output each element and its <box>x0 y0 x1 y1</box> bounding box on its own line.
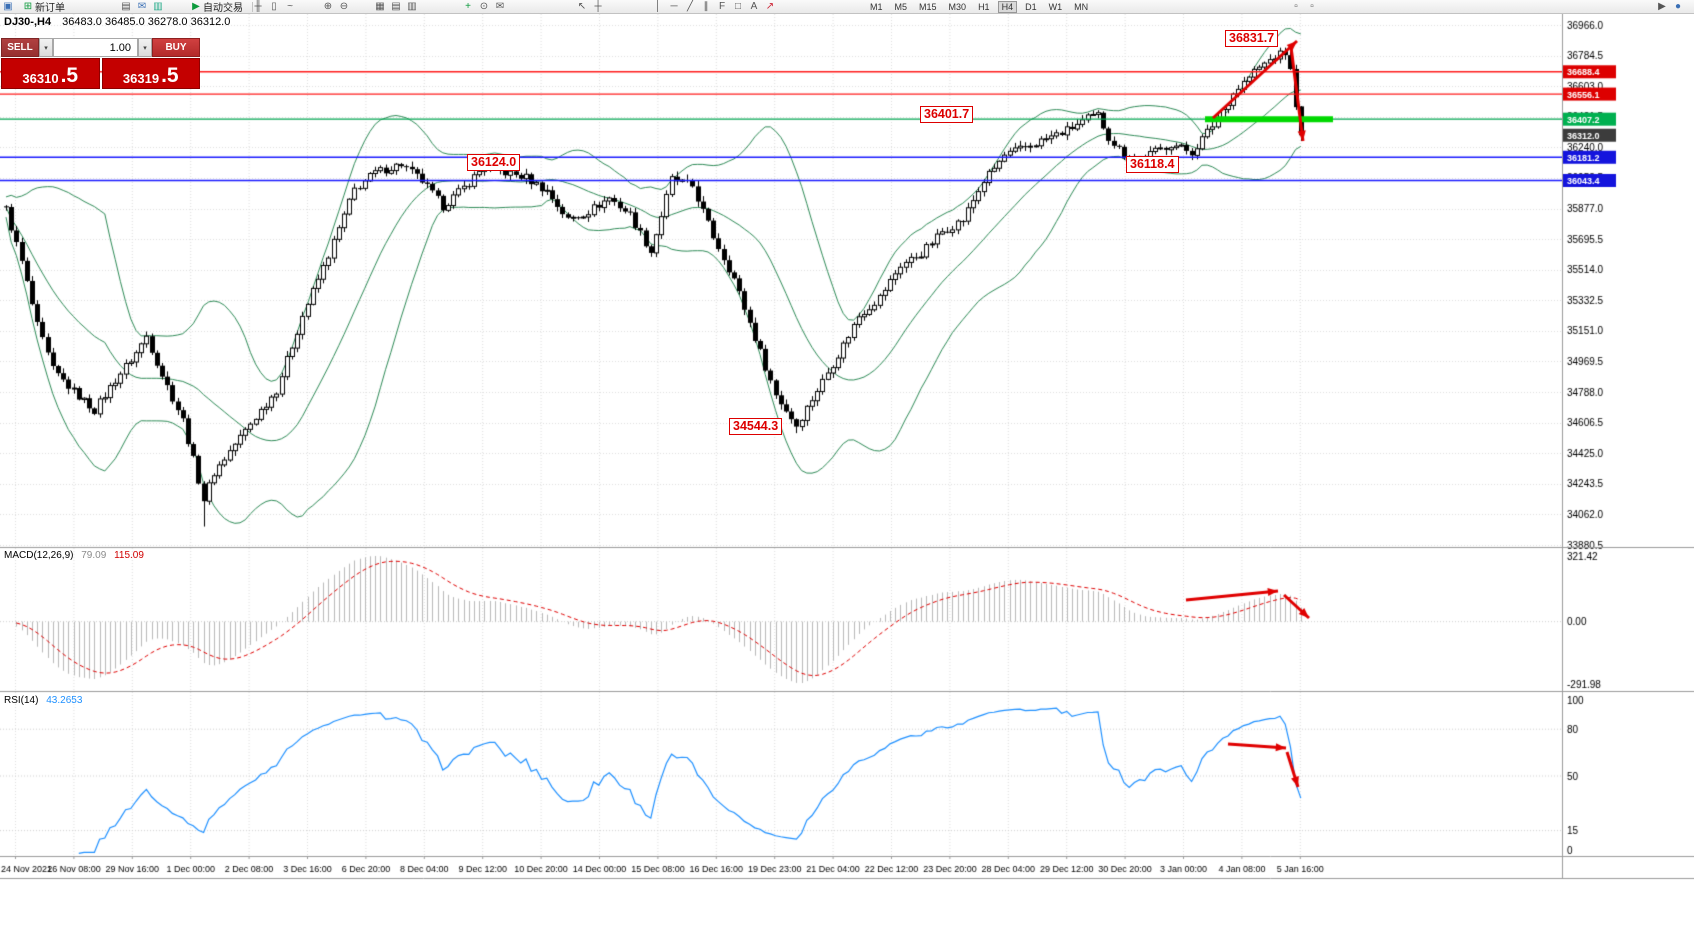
indicators-add-icon[interactable]: + <box>465 1 471 12</box>
arrows-tool-icon[interactable]: ↗ <box>765 1 775 12</box>
auto-scroll-icon[interactable]: ▦ <box>375 1 385 12</box>
bar-chart-icon[interactable]: ╫ <box>254 1 262 12</box>
macd-signal-value: 115.09 <box>114 550 144 561</box>
sell-price-main: 36310 <box>22 71 59 86</box>
scroll-end-icon[interactable]: ▶ <box>1658 1 1666 12</box>
docking-icon[interactable]: ▫ <box>1294 1 1298 12</box>
toolbar-group-insert: + ⊙ ✉ <box>462 0 506 13</box>
chart-window-icon[interactable]: ▣ <box>3 1 13 12</box>
mailbox-icon[interactable]: ✉ <box>137 1 147 12</box>
price-annotation[interactable]: 36118.4 <box>1126 156 1179 173</box>
new-order-button[interactable]: ⊞ 新订单 <box>18 0 70 14</box>
cascade-windows-icon[interactable]: ▥ <box>407 1 417 12</box>
docking-icon[interactable]: ▫ <box>1310 1 1314 12</box>
timeframe-button-d1[interactable]: D1 <box>1021 1 1041 13</box>
autotrade-button[interactable]: ▶ 自动交易 <box>186 0 248 14</box>
new-order-label: 新订单 <box>35 3 65 14</box>
chart-ohlc-values: 36483.0 36485.0 36278.0 36312.0 <box>62 16 231 28</box>
sell-price-display[interactable]: 36310 .5 <box>1 58 100 89</box>
toolbar-group-order: ▣ ⊞ 新订单 <box>2 0 70 14</box>
toolbar-group-dock: ▫ ▫ <box>1290 0 1318 13</box>
buy-price-main: 36319 <box>122 71 160 86</box>
help-icon[interactable]: ● <box>1674 1 1682 12</box>
toolbar-group-pointer: ↖ ┼ <box>576 0 604 13</box>
timeframe-button-m1[interactable]: M1 <box>866 1 887 13</box>
fibonacci-icon[interactable]: F <box>718 1 726 12</box>
price-annotation[interactable]: 36124.0 <box>467 154 521 171</box>
sell-dropdown-button[interactable]: ▾ <box>39 38 53 57</box>
price-annotation[interactable]: 34544.3 <box>729 418 783 435</box>
timeframe-button-mn[interactable]: MN <box>1070 1 1092 13</box>
trade-panel-controls: SELL ▾ ▾ BUY <box>1 38 200 57</box>
toolbar-separator <box>252 1 253 12</box>
timeframe-button-h4[interactable]: H4 <box>997 0 1018 13</box>
trendline-icon[interactable]: ╱ <box>686 1 694 12</box>
lot-dropdown-button[interactable]: ▾ <box>138 38 152 57</box>
trade-panel-prices: 36310 .5 36319 .5 <box>1 58 200 89</box>
autotrade-play-icon: ▶ <box>192 1 200 12</box>
chart-window: DJ30-,H4 36483.0 36485.0 36278.0 36312.0… <box>0 14 1694 936</box>
toolbar-group-zoom: ⊕ ⊖ <box>322 0 350 13</box>
price-chart-canvas[interactable] <box>0 14 1694 936</box>
timeframe-button-w1[interactable]: W1 <box>1045 1 1067 13</box>
timeframe-button-h1[interactable]: H1 <box>974 1 994 13</box>
chart-ohlc-line: DJ30-,H4 36483.0 36485.0 36278.0 36312.0 <box>4 16 230 28</box>
tile-windows-icon[interactable]: ▤ <box>391 1 401 12</box>
autotrade-label: 自动交易 <box>203 3 243 14</box>
toolbar-group-autotrade: ▶ 自动交易 <box>186 0 253 14</box>
timeframe-button-m5[interactable]: M5 <box>891 1 912 13</box>
price-annotation[interactable]: 36401.7 <box>920 106 974 123</box>
main-toolbar: ▣ ⊞ 新订单 ▤ ✉ ▥ ▶ 自动交易 ╫ ▯ ~ ⊕ ⊖ ▦ ▤ ▥ + ⊙… <box>0 0 1694 14</box>
vertical-line-icon[interactable]: │ <box>654 1 662 12</box>
toolbar-group-terminal: ▤ ✉ ▥ <box>120 0 164 13</box>
buy-button[interactable]: BUY <box>152 38 200 57</box>
line-chart-icon[interactable]: ~ <box>287 1 293 12</box>
new-order-icon: ⊞ <box>23 1 33 12</box>
chart-symbol-period: DJ30-,H4 <box>4 16 52 28</box>
rsi-value: 43.2653 <box>46 695 83 706</box>
profiles-icon[interactable]: ▤ <box>121 1 131 12</box>
price-annotation[interactable]: 36831.7 <box>1225 30 1279 47</box>
horizontal-line-icon[interactable]: ─ <box>670 1 678 12</box>
toolbar-group-windows: ▦ ▤ ▥ <box>374 0 418 13</box>
crosshair-icon[interactable]: ┼ <box>594 1 602 12</box>
cursor-icon[interactable]: ↖ <box>577 1 587 12</box>
timeframe-bar: M1 M5 M15 M30 H1 H4 D1 W1 MN <box>866 0 1092 13</box>
periods-icon[interactable]: ⊙ <box>479 1 489 12</box>
sell-button[interactable]: SELL <box>1 38 39 57</box>
shapes-icon[interactable]: □ <box>734 1 742 12</box>
rsi-indicator-label: RSI(14) 43.2653 <box>4 695 82 706</box>
buy-price-pip: .5 <box>161 64 179 88</box>
one-click-trading-panel: SELL ▾ ▾ BUY 36310 .5 36319 .5 <box>1 38 200 89</box>
candle-chart-icon[interactable]: ▯ <box>271 1 277 12</box>
rsi-name: RSI(14) <box>4 695 39 706</box>
zoom-in-icon[interactable]: ⊕ <box>323 1 333 12</box>
timeframe-button-m15[interactable]: M15 <box>915 1 941 13</box>
macd-indicator-label: MACD(12,26,9) 79.09 115.09 <box>4 550 144 561</box>
lot-size-input[interactable] <box>53 38 138 57</box>
market-watch-icon[interactable]: ▥ <box>153 1 163 12</box>
zoom-out-icon[interactable]: ⊖ <box>339 1 349 12</box>
templates-icon[interactable]: ✉ <box>495 1 505 12</box>
timeframe-button-m30[interactable]: M30 <box>945 1 971 13</box>
sell-price-pip: .5 <box>60 64 79 88</box>
toolbar-group-charttype: ╫ ▯ ~ <box>252 0 296 13</box>
toolbar-group-help: ▶ ● <box>1656 0 1684 13</box>
channel-icon[interactable]: ∥ <box>703 1 709 12</box>
macd-name: MACD(12,26,9) <box>4 550 74 561</box>
toolbar-group-objects: │ ─ ╱ ∥ F □ A ↗ <box>652 0 776 13</box>
macd-main-value: 79.09 <box>81 550 107 561</box>
text-tool-icon[interactable]: A <box>750 1 758 12</box>
buy-price-display[interactable]: 36319 .5 <box>101 58 200 89</box>
